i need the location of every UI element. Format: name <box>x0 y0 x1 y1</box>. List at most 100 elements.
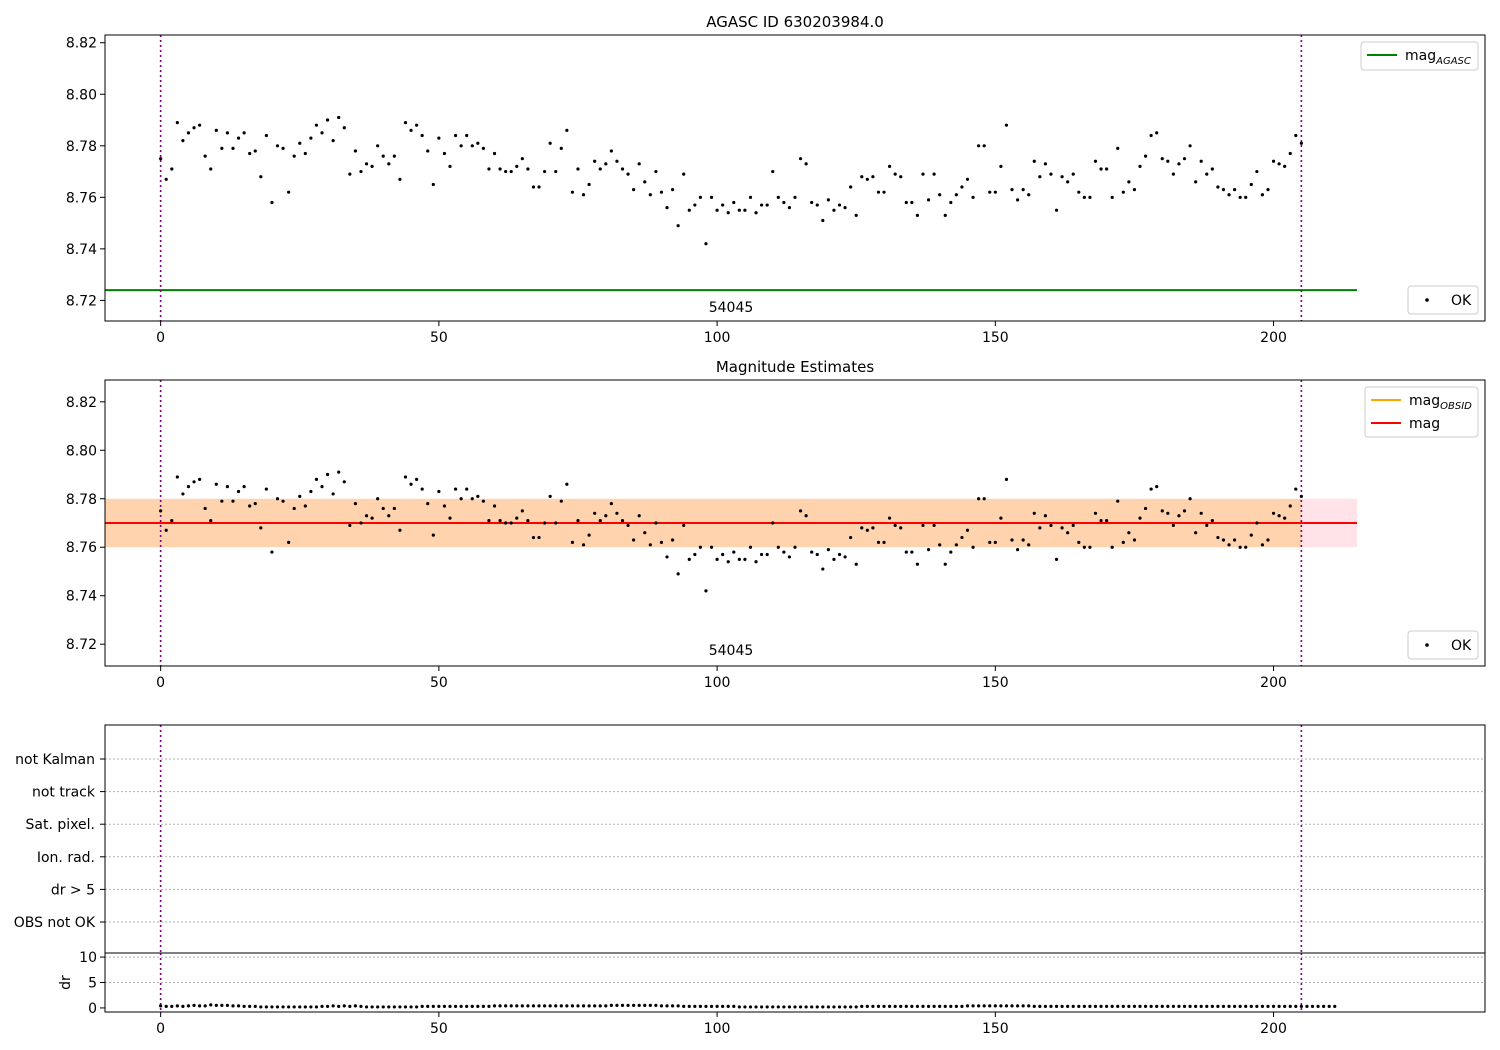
data-point <box>1210 1004 1214 1009</box>
data-point <box>876 190 881 194</box>
data-point <box>1105 518 1109 523</box>
data-point <box>1038 175 1042 179</box>
data-point <box>798 157 803 161</box>
data-point <box>487 1004 491 1009</box>
data-point <box>1171 1004 1175 1009</box>
data-point <box>1210 167 1214 171</box>
data-point <box>581 193 586 197</box>
data-point <box>938 193 942 197</box>
data-point <box>309 136 313 140</box>
data-point <box>359 521 363 525</box>
data-point <box>270 1005 274 1009</box>
y-tick-label: 8.76 <box>66 190 97 206</box>
data-point <box>804 514 808 518</box>
data-point <box>559 499 563 503</box>
data-point <box>620 167 625 171</box>
data-point <box>342 126 346 130</box>
data-point <box>698 195 703 199</box>
data-point <box>776 545 780 549</box>
data-point <box>164 528 168 532</box>
data-point <box>225 485 230 489</box>
data-point <box>1221 187 1226 192</box>
x-tick-label: 200 <box>1260 675 1287 691</box>
data-point <box>1166 159 1170 163</box>
data-point <box>1082 1004 1086 1009</box>
x-tick-label: 50 <box>430 330 448 346</box>
data-point <box>593 1004 597 1008</box>
data-point <box>398 1005 402 1009</box>
x-tick-label: 150 <box>982 330 1009 346</box>
data-point <box>209 167 213 171</box>
data-point <box>837 203 842 207</box>
data-point <box>175 475 179 479</box>
data-point <box>1110 195 1114 199</box>
data-point <box>415 123 419 127</box>
data-point <box>1171 172 1175 176</box>
data-point <box>876 1004 881 1009</box>
data-point <box>554 521 558 525</box>
data-point <box>1138 164 1142 169</box>
data-point <box>381 1005 385 1009</box>
data-point <box>175 121 179 125</box>
data-point <box>932 1004 936 1009</box>
data-point <box>581 543 586 547</box>
data-point <box>793 1005 797 1009</box>
data-point <box>1032 159 1036 163</box>
x-tick-label: 0 <box>156 1021 165 1037</box>
data-point <box>1266 538 1270 542</box>
data-point <box>1294 133 1298 138</box>
data-point <box>437 136 441 140</box>
data-point <box>1054 557 1059 561</box>
data-point <box>420 133 424 138</box>
data-point <box>1210 518 1214 523</box>
data-point <box>1221 1004 1226 1009</box>
data-point <box>448 164 452 169</box>
data-point <box>470 497 474 501</box>
legend-marker <box>1425 643 1429 647</box>
data-point <box>220 499 224 503</box>
data-point <box>782 550 786 554</box>
data-point <box>1132 1004 1137 1009</box>
y-tick-label: 8.80 <box>66 443 97 459</box>
data-point <box>682 172 686 176</box>
data-point <box>331 1004 335 1008</box>
data-point <box>264 133 268 138</box>
data-point <box>459 1004 463 1009</box>
data-point <box>1021 1004 1025 1008</box>
data-point <box>999 1004 1003 1008</box>
data-point <box>492 1004 497 1008</box>
data-point <box>709 545 714 549</box>
data-point <box>364 162 369 166</box>
data-point <box>1138 516 1142 520</box>
data-point <box>926 198 931 202</box>
data-point <box>771 169 775 174</box>
panel-title: Magnitude Estimates <box>716 358 874 376</box>
data-point <box>732 200 736 205</box>
data-point <box>709 195 714 199</box>
data-point <box>1010 1004 1014 1008</box>
data-point <box>1160 509 1164 513</box>
data-point <box>1021 187 1025 192</box>
data-point <box>1177 514 1181 518</box>
data-point <box>1038 526 1042 530</box>
data-point <box>1205 523 1209 528</box>
data-point <box>1093 159 1098 163</box>
data-point <box>197 123 202 127</box>
data-point <box>637 1003 641 1007</box>
data-point <box>236 136 241 140</box>
data-point <box>537 1004 541 1008</box>
legend-label: OK <box>1451 293 1472 309</box>
data-point <box>576 518 580 523</box>
data-point <box>1249 1004 1253 1009</box>
data-point <box>1077 1004 1081 1009</box>
data-point <box>320 1004 324 1009</box>
data-point <box>1099 518 1103 523</box>
data-point <box>1322 1004 1326 1009</box>
panel-agasc: AGASC ID 630203984.0 54045 0 50 100 150 200 8.… <box>66 13 1486 346</box>
data-point <box>1077 540 1081 544</box>
data-point <box>325 118 330 122</box>
data-point <box>709 1004 714 1009</box>
data-point <box>259 526 263 530</box>
data-point <box>1127 531 1131 535</box>
data-point <box>832 208 836 212</box>
